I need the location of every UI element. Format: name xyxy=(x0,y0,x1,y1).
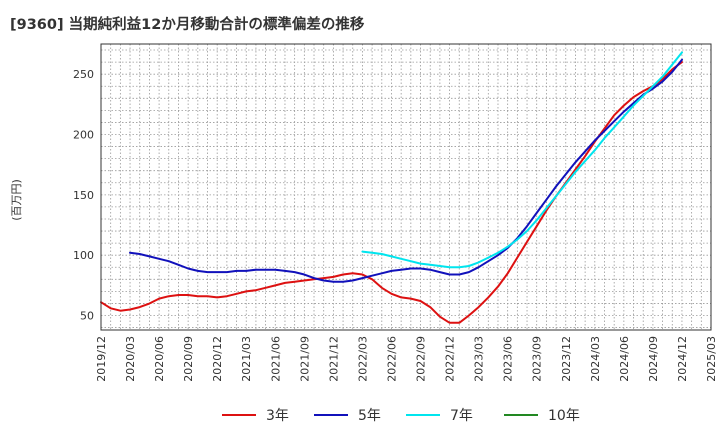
x-tick-label: 2022/09 xyxy=(415,336,428,382)
x-tick-label: 2024/03 xyxy=(589,336,602,382)
y-tick-label: 250 xyxy=(73,68,94,81)
x-tick-label: 2023/06 xyxy=(502,336,515,382)
legend: 3年 5年 7年 10年 xyxy=(0,402,720,428)
legend-item-5y: 5年 xyxy=(314,402,381,428)
x-tick-label: 2022/12 xyxy=(444,336,457,382)
series-line-0 xyxy=(100,61,683,324)
legend-item-10y: 10年 xyxy=(504,402,580,428)
series-layer xyxy=(100,51,683,324)
x-tick-label: 2024/06 xyxy=(618,336,631,382)
legend-swatch-5y xyxy=(314,414,348,416)
x-tick-label: 2023/03 xyxy=(473,336,486,382)
y-tick-labels: 50 100 150 200 250 xyxy=(73,68,94,322)
legend-swatch-10y xyxy=(504,414,538,416)
legend-swatch-3y xyxy=(222,414,256,416)
x-tick-label: 2024/09 xyxy=(647,336,660,382)
y-tick-label: 100 xyxy=(73,249,94,262)
x-tick-label: 2025/03 xyxy=(705,336,718,382)
legend-item-3y: 3年 xyxy=(222,402,289,428)
x-tick-label: 2020/12 xyxy=(211,336,224,382)
legend-item-7y: 7年 xyxy=(406,402,473,428)
legend-label-10y: 10年 xyxy=(548,408,580,424)
y-tick-label: 200 xyxy=(73,129,94,142)
y-tick-label: 50 xyxy=(80,310,94,323)
x-tick-labels: 2019/12 2020/03 2020/06 2020/09 2020/12 2021/… xyxy=(95,336,718,382)
x-tick-label: 2022/06 xyxy=(385,336,398,382)
x-tick-label: 2023/09 xyxy=(531,336,544,382)
x-tick-label: 2020/03 xyxy=(124,336,137,382)
legend-label-7y: 7年 xyxy=(450,408,473,424)
x-tick-label: 2021/03 xyxy=(240,336,253,382)
x-tick-label: 2022/03 xyxy=(356,336,369,382)
series-line-1 xyxy=(129,58,683,283)
x-tick-label: 2023/12 xyxy=(560,336,573,382)
legend-label-5y: 5年 xyxy=(358,408,381,424)
plot-border xyxy=(100,43,712,331)
legend-label-3y: 3年 xyxy=(266,408,289,424)
chart-title: [9360] 当期純利益12か月移動合計の標準偏差の推移 xyxy=(10,17,365,33)
x-tick-label: 2020/06 xyxy=(153,336,166,382)
x-tick-label: 2021/12 xyxy=(327,336,340,382)
x-tick-label: 2021/06 xyxy=(269,336,282,382)
x-tick-label: 2019/12 xyxy=(95,336,108,382)
series-line-2 xyxy=(361,51,683,269)
x-tick-label: 2021/09 xyxy=(298,336,311,382)
legend-swatch-7y xyxy=(406,414,440,416)
grid-layer xyxy=(101,44,711,330)
x-tick-label: 2020/09 xyxy=(182,336,195,382)
x-tick-label: 2024/12 xyxy=(676,336,689,382)
y-tick-label: 150 xyxy=(73,189,94,202)
